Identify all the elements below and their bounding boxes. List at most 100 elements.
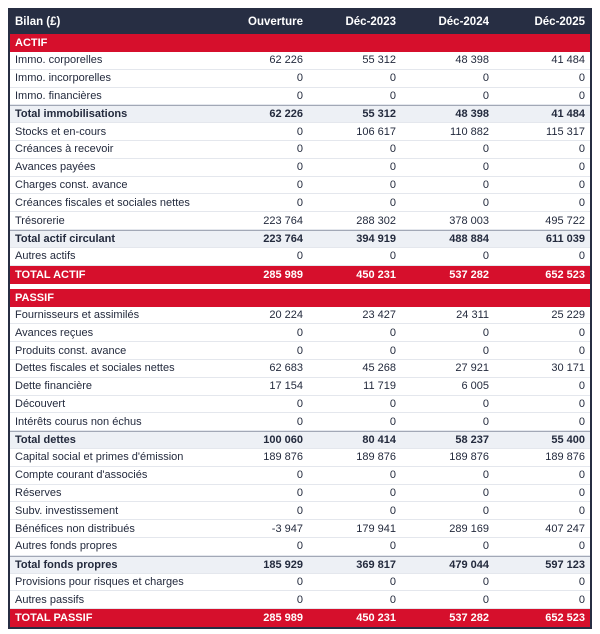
table-row: Découvert 0 0 0 0 (10, 395, 590, 414)
value-cell: 0 (482, 486, 489, 499)
value-cell: 0 (389, 593, 396, 606)
table-row: Autres fonds propres 0 0 0 0 (10, 537, 590, 556)
value-cell: 495 722 (545, 214, 585, 227)
grand-total-row: TOTAL ACTIF 285 989 450 231 537 282 652 523 (10, 265, 590, 284)
table-body: ACTIF Immo. corporelles 62 226 55 312 48 398… (10, 34, 590, 628)
value-cell: 0 (389, 486, 396, 499)
value-cell: 11 719 (363, 380, 396, 393)
row-label: TOTAL ACTIF (15, 268, 86, 281)
value-cell: 0 (482, 575, 489, 588)
table-row: Charges const. avance 0 0 0 0 (10, 176, 590, 195)
table-row: Autres passifs 0 0 0 0 (10, 591, 590, 610)
value-cell: 479 044 (449, 558, 489, 571)
row-label: Bénéfices non distribués (15, 522, 135, 535)
value-cell: 0 (296, 326, 303, 339)
section-header-row: PASSIF (10, 288, 590, 307)
value-cell: 0 (389, 575, 396, 588)
value-cell: 100 060 (263, 434, 303, 447)
value-cell: 189 876 (449, 451, 489, 464)
table-row: Trésorerie 223 764 288 302 378 003 495 722 (10, 212, 590, 230)
value-cell: 55 400 (551, 434, 585, 447)
row-label: Découvert (15, 397, 66, 410)
value-cell: 0 (482, 178, 489, 191)
value-cell: 0 (578, 415, 585, 428)
value-cell: 0 (389, 72, 396, 85)
value-cell: 223 764 (263, 214, 303, 227)
table-row: Réserves 0 0 0 0 (10, 484, 590, 503)
value-cell: 0 (389, 161, 396, 174)
value-cell: 25 229 (551, 308, 585, 321)
value-cell: 0 (482, 250, 489, 263)
value-cell: 0 (482, 469, 489, 482)
value-cell: 24 311 (456, 308, 489, 321)
value-cell: 378 003 (449, 214, 489, 227)
value-cell: 0 (578, 344, 585, 357)
section-header-row: ACTIF (10, 34, 590, 52)
value-cell: 0 (296, 143, 303, 156)
value-cell: 185 929 (263, 558, 303, 571)
table-row: Provisions pour risques et charges 0 0 0 0 (10, 573, 590, 592)
row-label: Créances à recevoir (15, 143, 114, 156)
row-label: Dette financière (15, 380, 93, 393)
value-cell: 0 (482, 540, 489, 553)
table-title: Bilan (£) (15, 16, 61, 28)
column-header-ouverture: Ouverture (248, 16, 303, 28)
value-cell: 80 414 (362, 434, 396, 447)
value-cell: 0 (389, 178, 396, 191)
table-row: Avances reçues 0 0 0 0 (10, 324, 590, 343)
value-cell: 652 523 (545, 268, 585, 281)
value-cell: 179 941 (356, 522, 396, 535)
value-cell: 0 (578, 89, 585, 102)
row-label: Immo. corporelles (15, 54, 103, 67)
value-cell: 189 876 (263, 451, 303, 464)
value-cell: 0 (296, 89, 303, 102)
value-cell: 450 231 (356, 612, 396, 625)
value-cell: 115 317 (546, 125, 585, 138)
value-cell: 0 (296, 415, 303, 428)
value-cell: 285 989 (263, 268, 303, 281)
value-cell: 189 876 (356, 451, 396, 464)
value-cell: 289 169 (449, 522, 489, 535)
value-cell: 0 (296, 250, 303, 263)
table-row: Capital social et primes d'émission 189 8… (10, 448, 590, 467)
value-cell: 288 302 (356, 214, 396, 227)
value-cell: 0 (389, 143, 396, 156)
row-label: Subv. investissement (15, 504, 119, 517)
value-cell: 369 817 (356, 558, 396, 571)
table-row: Produits const. avance 0 0 0 0 (10, 342, 590, 360)
row-label: Trésorerie (15, 214, 65, 227)
value-cell: 55 312 (362, 54, 396, 67)
row-label: TOTAL PASSIF (15, 612, 93, 625)
row-label: Réserves (15, 486, 62, 499)
value-cell: 0 (578, 380, 585, 393)
value-cell: 0 (482, 143, 489, 156)
value-cell: 0 (296, 504, 303, 517)
table-header-row: Bilan (£) Ouverture Déc-2023 Déc-2024 Dé… (10, 10, 590, 34)
value-cell: 0 (296, 344, 303, 357)
row-label: Avances payées (15, 161, 96, 174)
value-cell: 55 312 (362, 108, 396, 121)
value-cell: 189 876 (545, 451, 585, 464)
value-cell: 0 (389, 504, 396, 517)
value-cell: 0 (578, 326, 585, 339)
value-cell: 0 (296, 72, 303, 85)
row-label: Autres passifs (15, 593, 85, 606)
value-cell: 450 231 (356, 268, 396, 281)
value-cell: 0 (389, 89, 396, 102)
table-row: Immo. incorporelles 0 0 0 0 (10, 69, 590, 88)
value-cell: 17 154 (269, 380, 303, 393)
value-cell: 41 484 (551, 108, 585, 121)
value-cell: 0 (578, 196, 585, 209)
table-row: Bénéfices non distribués -3 947 179 941 289… (10, 520, 590, 538)
value-cell: 0 (389, 250, 396, 263)
value-cell: 0 (578, 143, 585, 156)
row-label: Avances reçues (15, 326, 94, 339)
spacer-row (10, 283, 590, 289)
value-cell: 537 282 (449, 612, 489, 625)
value-cell: 0 (296, 593, 303, 606)
value-cell: 0 (296, 161, 303, 174)
value-cell: 0 (389, 397, 396, 410)
value-cell: 0 (296, 540, 303, 553)
row-label: ACTIF (15, 37, 48, 49)
row-label: Total fonds propres (15, 558, 118, 571)
